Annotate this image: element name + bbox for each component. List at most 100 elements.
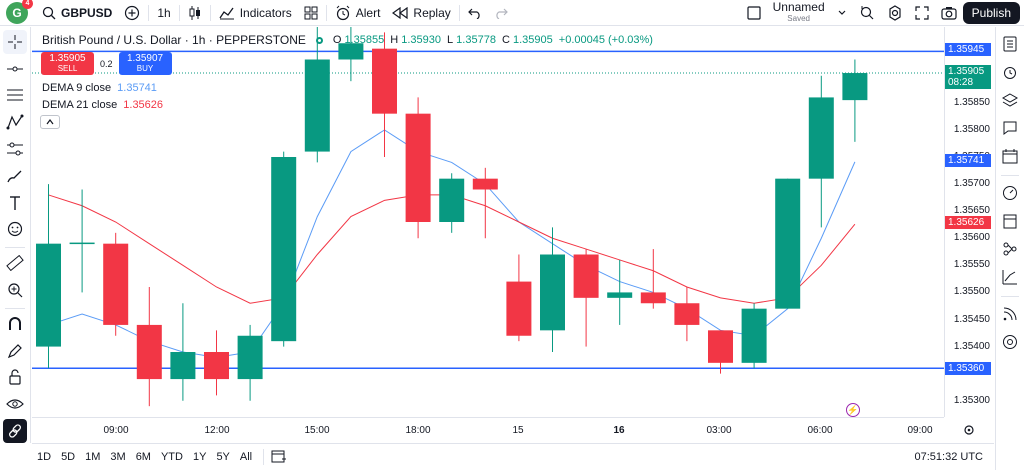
lightning-icon[interactable]: ⚡ [846,403,860,417]
low-value: 1.35778 [456,34,496,46]
streams-button[interactable] [999,303,1021,325]
range-button-3m[interactable]: 3M [110,451,126,463]
pattern-tool[interactable] [3,110,27,134]
compare-symbol-button[interactable] [118,0,146,26]
range-button-5y[interactable]: 5Y [216,451,230,463]
layout-menu-button[interactable] [831,0,853,26]
alert-label: Alert [355,5,381,20]
fullscreen-button[interactable] [909,0,935,26]
smiley-icon [7,222,23,237]
link-tool[interactable] [3,419,27,443]
redo-icon [496,8,508,19]
settings-button[interactable] [881,0,909,26]
lock-drawings-tool[interactable] [3,366,27,390]
legend-collapse-button[interactable] [40,115,60,129]
calendar-button[interactable] [999,145,1021,167]
close-label: C [502,34,510,46]
symbol-search-button[interactable]: GBPUSD [36,0,118,26]
crosshair-tool[interactable] [3,30,27,54]
range-button-5d[interactable]: 5D [61,451,76,463]
indicator-legend-dema9[interactable]: DEMA 9 close 1.35741 [42,82,157,94]
divider [178,4,180,21]
horizontal-line-icon [7,66,23,72]
brush-tool[interactable] [3,164,27,188]
range-button-6m[interactable]: 6M [135,451,151,463]
indicator-value: 1.35626 [123,99,164,111]
ideas-button[interactable] [999,266,1021,288]
notes-button[interactable] [999,210,1021,232]
user-avatar[interactable]: G 4 [6,0,33,24]
chevron-down-icon [838,10,846,15]
gear-icon [964,425,974,435]
stay-drawing-tool[interactable] [3,339,27,363]
sell-button[interactable]: 1.35905 SELL [41,52,94,75]
alarm-clock-icon [336,5,350,20]
object-tree-button[interactable] [999,89,1021,111]
range-button-1m[interactable]: 1M [85,451,101,463]
hide-drawings-tool[interactable] [3,392,27,416]
range-button-1d[interactable]: 1D [37,451,52,463]
alert-button[interactable]: Alert [329,0,387,26]
divider [209,4,211,21]
watchlist-button[interactable] [999,33,1021,55]
trend-line-tool[interactable] [3,57,27,81]
go-to-date-button[interactable] [266,449,292,466]
interval-button[interactable]: 1h [151,0,176,26]
redo-button[interactable] [488,0,514,26]
layout-toggle-button[interactable] [741,0,767,26]
layout-name-button[interactable]: Unnamed Saved [767,0,831,26]
axis-settings-button[interactable] [963,424,975,439]
undo-button[interactable] [462,0,488,26]
price-axis-label: 1.35650 [953,205,990,217]
open-label: O [332,34,342,46]
rewind-icon [392,6,409,19]
publish-button[interactable]: Publish [962,1,1020,24]
chart-type-button[interactable] [182,0,208,26]
time-axis[interactable]: 09:00 12:00 15:00 18:00 15 16 03:00 06:00 09:00 [32,417,944,443]
data-window-button[interactable] [999,238,1021,260]
plus-circle-icon [125,5,140,20]
indicator-legend-dema21[interactable]: DEMA 21 close 1.35626 [42,99,163,111]
date-range-buttons: 1D 5D 1M 3M 6M YTD 1Y 5Y All [32,451,257,463]
candle-body [741,308,767,363]
measure-tool[interactable] [3,251,27,275]
market-status-icon[interactable] [315,36,323,44]
divider [148,4,150,21]
range-button-all[interactable]: All [239,451,253,463]
replay-button[interactable]: Replay [386,0,456,26]
buy-price: 1.35907 [126,52,164,64]
indicators-button[interactable]: Indicators [213,0,298,26]
emoji-tool[interactable] [3,218,27,242]
symbol-label: GBPUSD [61,5,113,20]
chart-pane[interactable] [32,27,944,417]
indicator-label: DEMA 9 close [42,82,112,94]
price-axis[interactable]: 1.358501.358001.357501.357001.356501.356… [944,27,994,417]
help-button[interactable] [999,331,1021,353]
divider [5,247,25,249]
drawing-toolbar [0,27,31,443]
fib-tool[interactable] [3,84,27,108]
sell-label: SELL [57,63,78,73]
price-chart [32,27,944,407]
range-button-1y[interactable]: 1Y [192,451,207,463]
templates-button[interactable] [298,0,324,26]
snapshot-button[interactable] [935,0,963,26]
time-axis-label: 15 [512,425,524,436]
broadcast-icon [1003,307,1017,321]
symbol-title: British Pound / U.S. Dollar · 1h · PEPPE… [42,33,306,47]
quick-search-button[interactable] [853,0,881,26]
text-tool[interactable] [3,191,27,215]
projection-tool[interactable] [3,137,27,161]
magnet-tool[interactable] [3,312,27,336]
open-value: 1.35855 [344,34,385,46]
range-button-ytd[interactable]: YTD [160,451,183,463]
alerts-panel-button[interactable] [999,61,1021,83]
timezone-clock[interactable]: 07:51:32 UTC [914,451,983,463]
help-circle-icon [1003,335,1017,349]
buy-button[interactable]: 1.35907 BUY [118,52,172,75]
chevron-up-icon [46,119,54,125]
hotlist-button[interactable] [999,182,1021,204]
candle-body [170,352,196,380]
chat-button[interactable] [999,117,1021,139]
zoom-tool[interactable] [3,278,27,302]
